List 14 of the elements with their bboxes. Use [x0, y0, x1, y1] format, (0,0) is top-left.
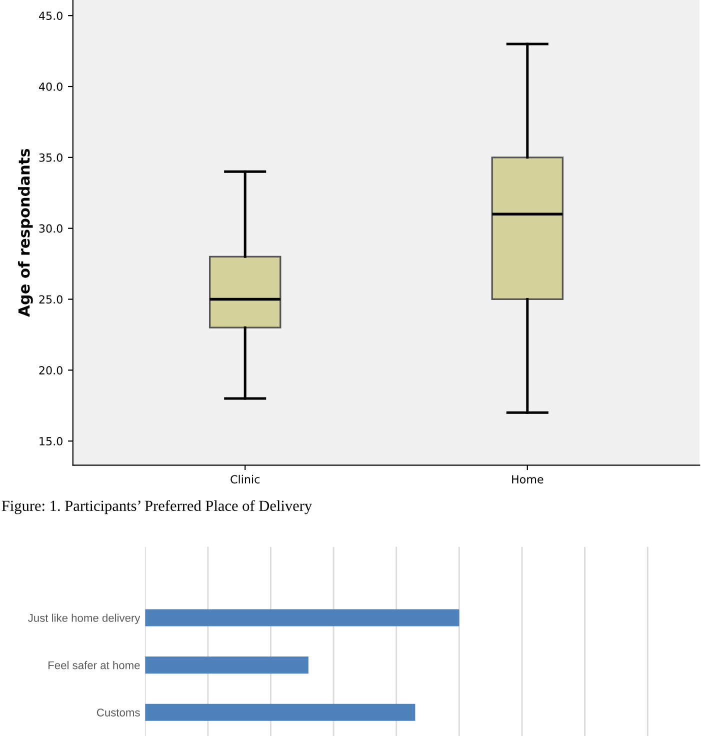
- x-tick-label: Home: [512, 475, 544, 484]
- y-tick-label: 35.0: [39, 153, 62, 162]
- y-tick-label: 25.0: [39, 295, 62, 304]
- y-tick-label: 15.0: [40, 437, 62, 446]
- y-tick-label: Customs: [96, 708, 140, 716]
- x-tick-label: Clinic: [230, 474, 260, 484]
- y-tick-label: Just like home delivery: [28, 614, 140, 624]
- y-axis-title: Age of respondants: [18, 148, 33, 317]
- y-tick-label: Feel safer at home: [48, 661, 140, 670]
- y-tick-label: 45.0: [38, 12, 62, 20]
- y-tick-label: 30.0: [39, 224, 62, 233]
- text: Figure: 1. Participants’ Preferred Place of Delivery: [2, 500, 312, 514]
- y-tick-label: 20.0: [39, 366, 62, 375]
- y-tick-label: 40.0: [38, 82, 62, 91]
